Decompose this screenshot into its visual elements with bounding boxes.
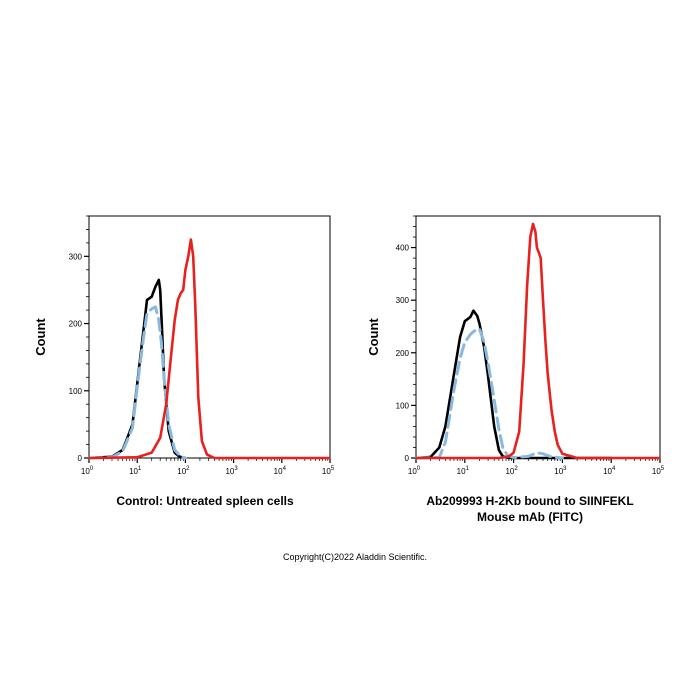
y-tick-label: 100 <box>396 401 410 410</box>
x-tick-label: 100 <box>81 466 94 476</box>
series-line-2 <box>415 222 661 460</box>
x-tick-label: 100 <box>408 466 421 476</box>
x-tick-label: 102 <box>177 466 190 476</box>
x-tick-label: 105 <box>652 466 665 476</box>
y-tick-label: 0 <box>78 454 83 463</box>
y-axis-label: Count <box>366 318 381 356</box>
y-tick-label: 0 <box>405 454 410 463</box>
plot-frame <box>88 215 331 459</box>
y-tick-label: 400 <box>396 244 410 253</box>
histogram-left: 0 100 200 300 100 101 102 103 104 105 Count Control… <box>33 215 335 508</box>
y-axis-label: Count <box>33 318 48 356</box>
x-tick-label: 104 <box>603 466 616 476</box>
y-tick-label: 200 <box>69 320 83 329</box>
copyright-text: Copyright(C)2022 Aladdin Scientific. <box>283 552 427 562</box>
y-tick-label: 300 <box>396 296 410 305</box>
x-tick-label: 103 <box>554 466 567 476</box>
x-tick-label: 101 <box>457 466 470 476</box>
x-tick-label: 101 <box>129 466 142 476</box>
series-line-1 <box>415 327 564 460</box>
y-tick-label: 200 <box>396 349 410 358</box>
series-line-2 <box>88 238 331 460</box>
histogram-right: 0 100 200 300 400 100 101 102 103 104 105 Count Ab20… <box>366 215 665 524</box>
x-tick-label: 105 <box>322 466 335 476</box>
series-line-1 <box>88 305 187 460</box>
chart-caption-line: Ab209993 H-2Kb bound to SIINFEKL <box>426 494 633 508</box>
x-tick-label: 102 <box>505 466 518 476</box>
chart-caption-line: Control: Untreated spleen cells <box>116 494 294 508</box>
chart-caption-line: Mouse mAb (FITC) <box>477 510 583 524</box>
x-tick-label: 104 <box>274 466 287 476</box>
y-tick-label: 100 <box>69 387 83 396</box>
y-tick-label: 300 <box>69 252 83 261</box>
x-tick-label: 103 <box>225 466 238 476</box>
